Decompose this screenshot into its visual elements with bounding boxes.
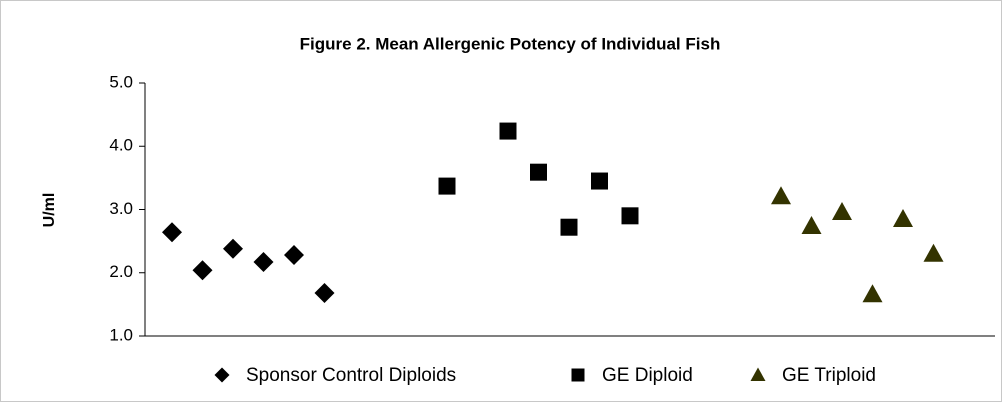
y-tick-label: 2.0 xyxy=(109,262,133,281)
point xyxy=(253,251,274,272)
point xyxy=(162,222,182,243)
point xyxy=(314,282,335,303)
y-tick-label: 4.0 xyxy=(109,136,133,155)
point xyxy=(832,202,852,221)
chart-title: Figure 2. Mean Allergenic Potency of Ind… xyxy=(300,34,721,53)
point xyxy=(223,238,243,259)
point xyxy=(192,260,213,281)
point xyxy=(560,218,578,236)
point xyxy=(499,122,517,140)
point xyxy=(591,172,608,190)
point xyxy=(862,284,883,303)
point xyxy=(771,186,791,205)
legend-marker xyxy=(750,367,766,381)
legend-label: Sponsor Control Diploids xyxy=(246,365,456,386)
y-tick-label: 5.0 xyxy=(109,72,133,91)
y-tick-label: 1.0 xyxy=(109,325,133,344)
point xyxy=(893,208,913,227)
point xyxy=(284,245,304,266)
point xyxy=(438,177,456,195)
legend-marker xyxy=(571,368,585,382)
point xyxy=(923,243,944,262)
point xyxy=(801,215,822,234)
legend-label: GE Triploid xyxy=(782,365,876,386)
point xyxy=(530,163,547,181)
legend-label: GE Diploid xyxy=(602,365,693,386)
point xyxy=(621,207,639,225)
y-axis-label: U/ml xyxy=(41,193,58,228)
legend-marker xyxy=(214,367,230,383)
y-tick-label: 3.0 xyxy=(109,199,133,218)
